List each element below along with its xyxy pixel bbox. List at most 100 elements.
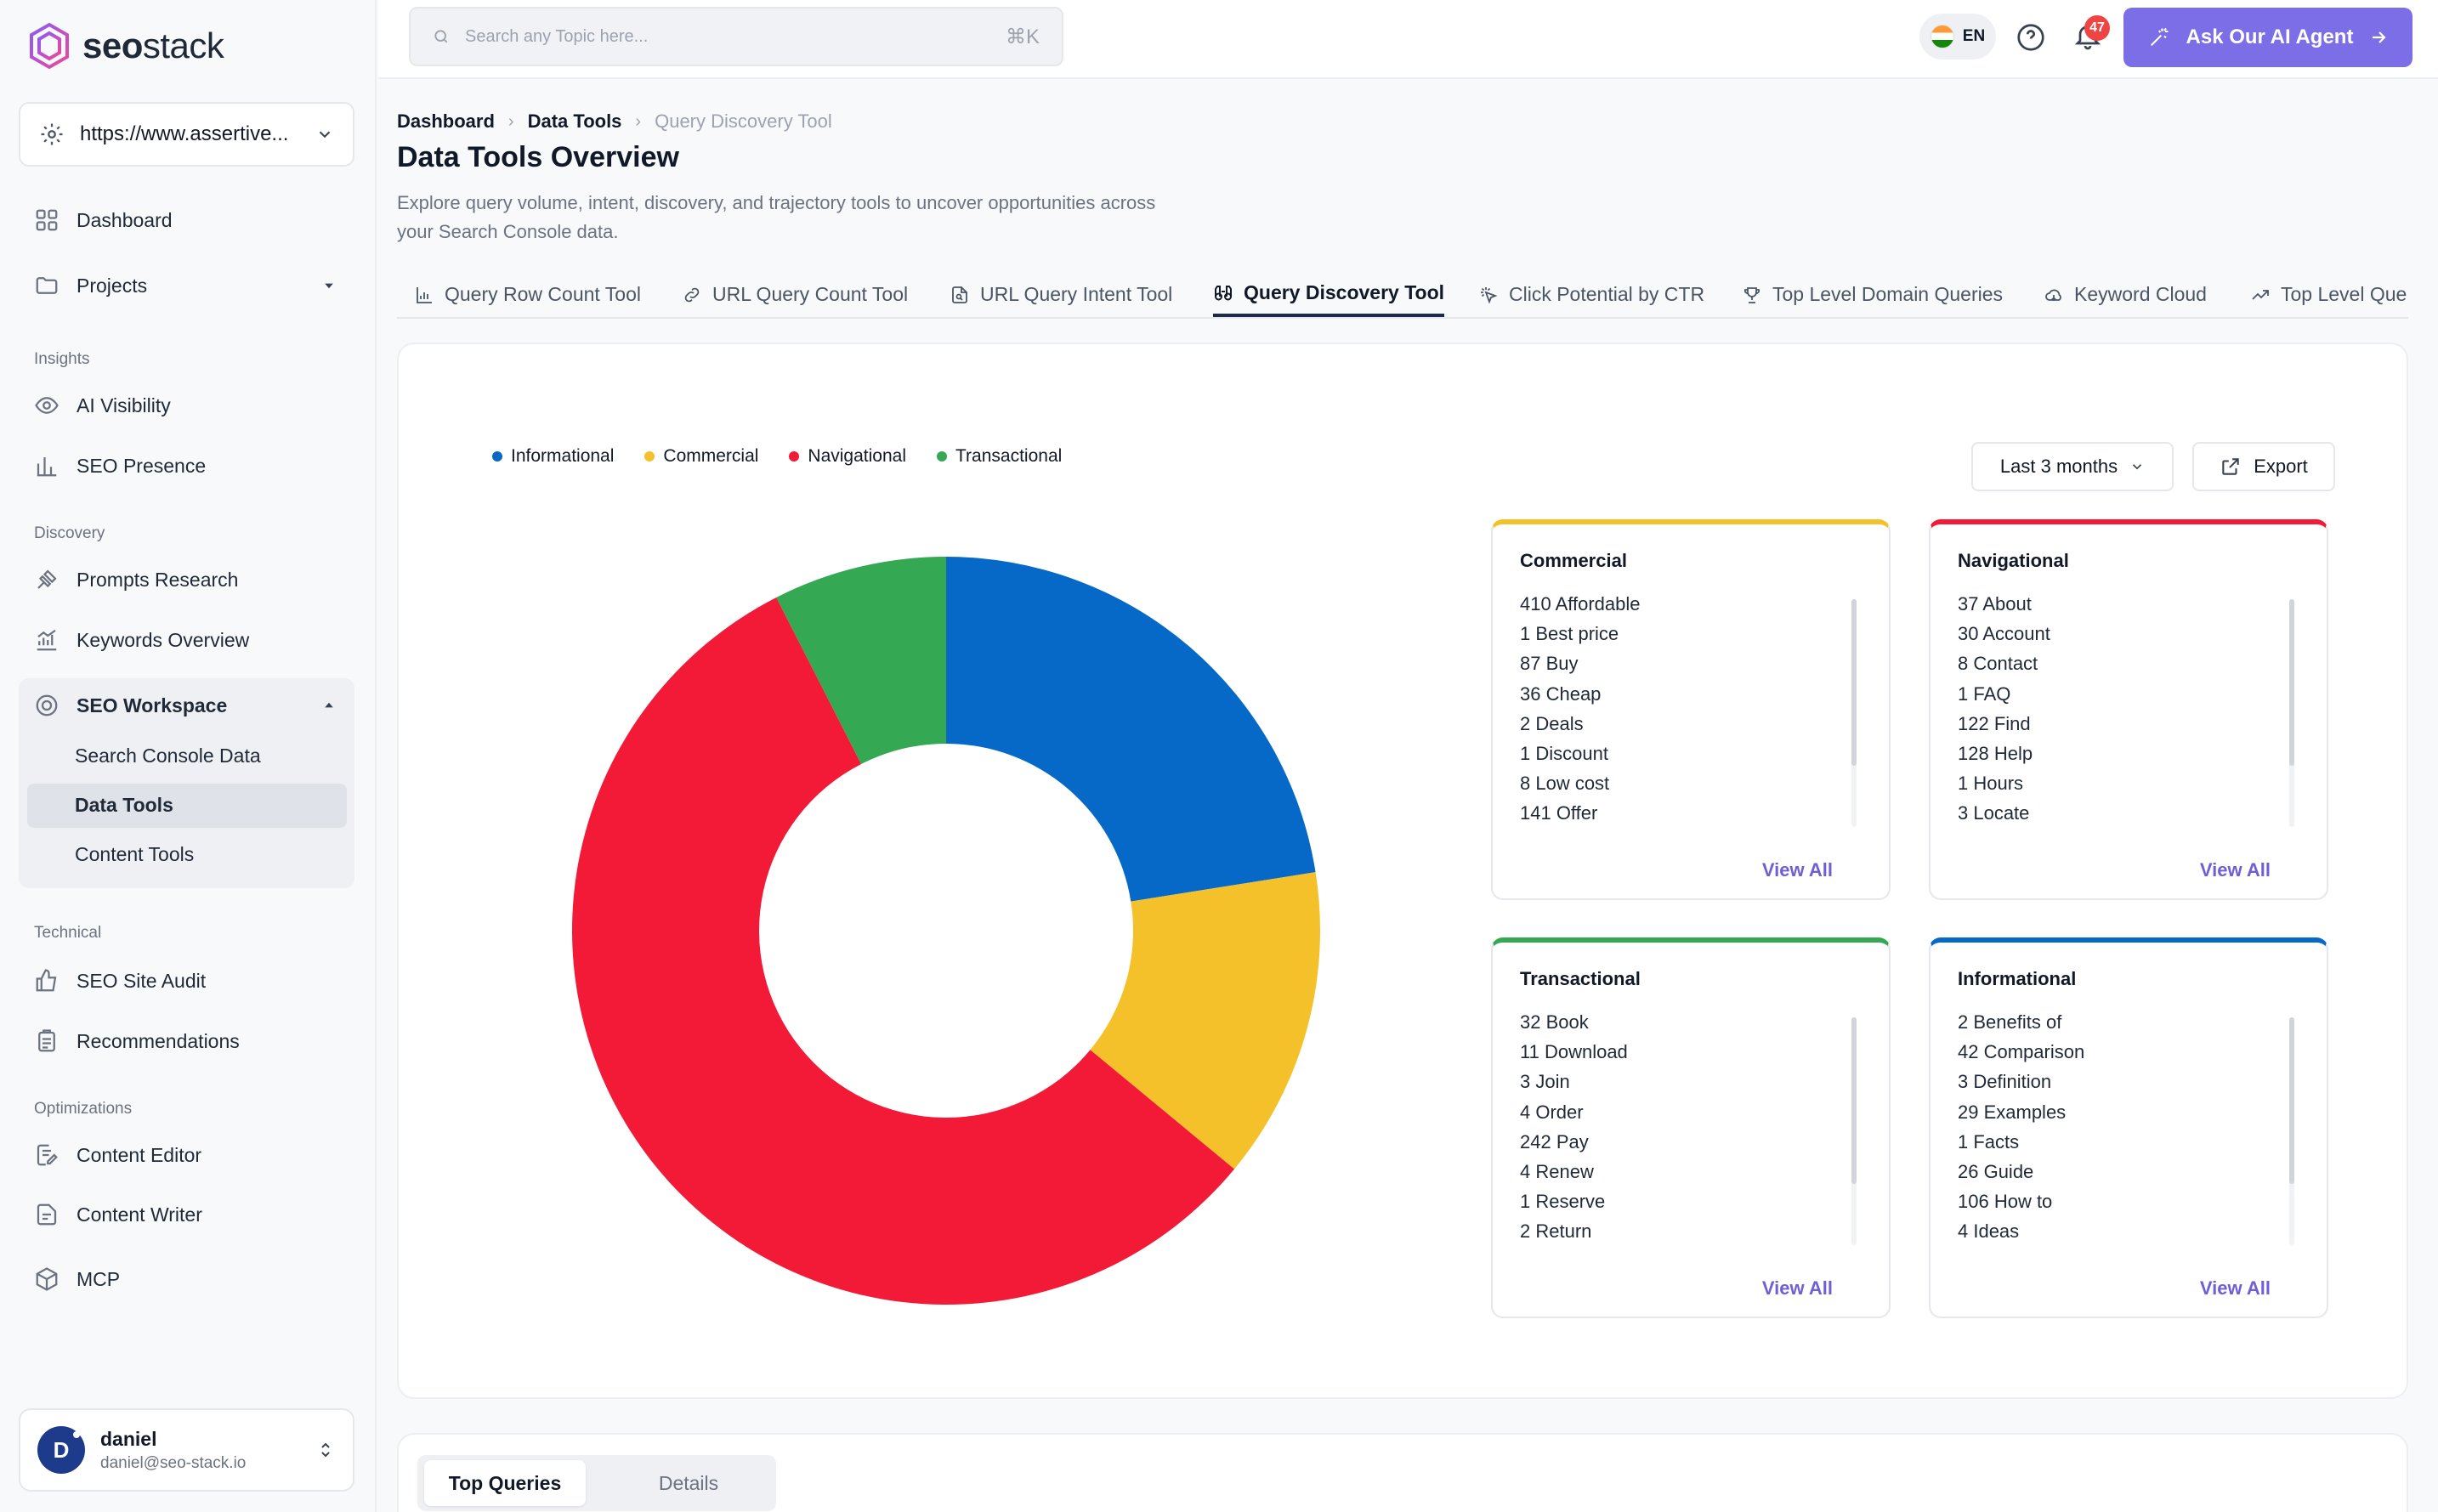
legend-item-informational[interactable]: Informational bbox=[492, 446, 614, 467]
breadcrumb-separator-icon: › bbox=[507, 111, 514, 131]
sidebar-item-seo-presence[interactable]: SEO Presence bbox=[34, 453, 206, 479]
language-selector[interactable]: EN bbox=[1919, 14, 1996, 59]
donut-slice-commercial[interactable] bbox=[1090, 872, 1320, 1169]
sidebar-item-prompts-research[interactable]: Prompts Research bbox=[34, 567, 238, 592]
legend-dot bbox=[492, 451, 502, 462]
scrollbar[interactable] bbox=[2289, 1017, 2294, 1245]
tab-top-level-queries[interactable]: Top Level Que bbox=[2250, 272, 2407, 317]
sidebar-item-label: Prompts Research bbox=[77, 568, 239, 591]
scrollbar[interactable] bbox=[1851, 599, 1857, 827]
sidebar-item-label: Content Editor bbox=[77, 1143, 202, 1166]
sidebar-item-keywords-overview[interactable]: Keywords Overview bbox=[34, 627, 249, 653]
list-item: 2 Subscribe bbox=[1520, 1247, 1843, 1254]
sidebar-item-label: SEO Workspace bbox=[77, 694, 228, 716]
sidebar-item-label: SEO Site Audit bbox=[77, 969, 207, 992]
tab-top-level-domain-queries[interactable]: Top Level Domain Queries bbox=[1742, 272, 2003, 317]
search-shortcut: ⌘K bbox=[1005, 25, 1040, 48]
scrollbar[interactable] bbox=[1851, 1017, 1857, 1245]
scrollbar-thumb[interactable] bbox=[1851, 1017, 1857, 1184]
date-range-label: Last 3 months bbox=[1999, 456, 2118, 477]
sidebar-subitem-search-console-data[interactable]: Search Console Data bbox=[75, 745, 261, 767]
tab-label: Top Level Que bbox=[2281, 283, 2407, 305]
sidebar-subitem-data-tools[interactable]: Data Tools bbox=[75, 794, 173, 816]
chevron-down-icon bbox=[319, 131, 331, 139]
tab-query-discovery[interactable]: Query Discovery Tool bbox=[1213, 272, 1445, 317]
tab-label: Click Potential by CTR bbox=[1509, 283, 1705, 305]
sidebar-item-content-editor[interactable]: Content Editor bbox=[34, 1142, 201, 1168]
sidebar-item-projects[interactable]: Projects bbox=[34, 273, 336, 298]
intent-card-list: 32 Book 11 Download 3 Join 4 Order 242 Pay 4 … bbox=[1520, 1007, 1843, 1254]
user-menu[interactable]: D daniel daniel@seo-stack.io bbox=[19, 1408, 354, 1492]
legend-item-navigational[interactable]: Navigational bbox=[789, 446, 906, 467]
chart-legend: Informational Commercial Navigational Tr… bbox=[492, 446, 1062, 467]
view-all-link[interactable]: View All bbox=[2199, 859, 2271, 881]
sidebar-item-label: SEO Presence bbox=[77, 454, 207, 477]
legend-item-transactional[interactable]: Transactional bbox=[937, 446, 1062, 467]
bar-chart-icon bbox=[37, 457, 57, 477]
scrollbar-thumb[interactable] bbox=[2289, 1017, 2294, 1184]
legend-label: Navigational bbox=[808, 446, 906, 466]
sidebar-item-recommendations[interactable]: Recommendations bbox=[34, 1028, 240, 1054]
tab-url-query-intent[interactable]: URL Query Intent Tool bbox=[950, 272, 1172, 317]
scrollbar[interactable] bbox=[2289, 599, 2294, 827]
view-all-link[interactable]: View All bbox=[2199, 1277, 2271, 1299]
donut-slice-navigational[interactable] bbox=[571, 597, 1235, 1305]
list-item: 32 Book bbox=[1520, 1011, 1589, 1033]
legend-item-commercial[interactable]: Commercial bbox=[644, 446, 758, 467]
logo[interactable]: seostack bbox=[28, 22, 224, 70]
legend-dot bbox=[937, 451, 947, 462]
legend-label: Transactional bbox=[955, 446, 1063, 466]
sidebar-item-content-writer[interactable]: Content Writer bbox=[34, 1202, 202, 1227]
sidebar-item-label: Keywords Overview bbox=[77, 628, 250, 651]
intent-card-navigational: Navigational 37 About 30 Account 8 Contact… bbox=[1929, 519, 2328, 900]
logo-prefix: seo bbox=[82, 25, 143, 65]
view-all-link[interactable]: View All bbox=[1761, 859, 1833, 881]
tab-url-query-count[interactable]: URL Query Count Tool bbox=[682, 272, 908, 317]
sidebar-item-seo-workspace[interactable]: SEO Workspace bbox=[34, 693, 336, 718]
list-item: 29 Examples bbox=[1958, 1101, 2067, 1123]
search-input[interactable]: Search any Topic here... ⌘K bbox=[409, 7, 1063, 66]
sidebar-item-dashboard[interactable]: Dashboard bbox=[34, 207, 173, 233]
list-item: 1 Best price bbox=[1520, 623, 1619, 645]
grid-icon bbox=[36, 209, 58, 231]
intent-card-list: 37 About 30 Account 8 Contact 1 FAQ 122 Find… bbox=[1958, 589, 2281, 835]
scrollbar-thumb[interactable] bbox=[2289, 599, 2294, 766]
list-item: 8 Contact bbox=[1958, 653, 2038, 675]
list-item: 106 How to bbox=[1958, 1191, 2053, 1213]
tab-details[interactable]: Details bbox=[658, 1471, 719, 1494]
sidebar-item-label: Content Writer bbox=[77, 1203, 202, 1226]
breadcrumb-data-tools[interactable]: Data Tools bbox=[527, 110, 622, 132]
list-item: 30 Account bbox=[1958, 623, 2050, 645]
help-icon[interactable] bbox=[2016, 22, 2046, 53]
donut-slice-transactional[interactable] bbox=[776, 557, 946, 764]
ask-ai-agent-button[interactable]: Ask Our AI Agent bbox=[2123, 8, 2412, 67]
tab-top-queries[interactable]: Top Queries bbox=[424, 1460, 586, 1506]
sidebar-item-mcp[interactable]: MCP bbox=[34, 1266, 120, 1292]
tab-label: Query Discovery Tool bbox=[1244, 281, 1445, 303]
chevron-down-icon bbox=[2133, 464, 2142, 470]
sidebar-item-ai-visibility[interactable]: AI Visibility bbox=[34, 393, 171, 418]
tab-query-row-count[interactable]: Query Row Count Tool bbox=[414, 272, 641, 317]
sidebar-item-seo-site-audit[interactable]: SEO Site Audit bbox=[34, 968, 206, 994]
breadcrumb-dashboard[interactable]: Dashboard bbox=[397, 110, 495, 132]
list-item: 3 Locate bbox=[1958, 802, 2030, 824]
scrollbar-thumb[interactable] bbox=[1851, 599, 1857, 766]
sidebar-item-label: Projects bbox=[77, 274, 148, 297]
list-item: 2 Benefits of bbox=[1958, 1011, 2062, 1033]
site-selector[interactable]: https://www.assertive... bbox=[19, 102, 354, 167]
donut-slice-informational[interactable] bbox=[946, 557, 1316, 902]
tab-keyword-cloud[interactable]: Keyword Cloud bbox=[2044, 272, 2207, 317]
binoculars-icon bbox=[1215, 285, 1232, 300]
date-range-select[interactable]: Last 3 months bbox=[1971, 442, 2174, 491]
export-button[interactable]: Export bbox=[2192, 442, 2335, 491]
site-url: https://www.assertive... bbox=[80, 122, 289, 145]
document-edit-icon bbox=[37, 1144, 58, 1166]
legend-label: Informational bbox=[511, 446, 615, 466]
user-email: daniel@seo-stack.io bbox=[100, 1453, 247, 1472]
list-item: 36 Cheap bbox=[1520, 682, 1602, 705]
folder-icon bbox=[36, 277, 58, 294]
view-all-link[interactable]: View All bbox=[1761, 1277, 1833, 1299]
query-discovery-card: Informational Commercial Navigational Tr… bbox=[397, 343, 2408, 1399]
sidebar-subitem-content-tools[interactable]: Content Tools bbox=[75, 843, 195, 865]
tab-click-potential[interactable]: Click Potential by CTR bbox=[1478, 272, 1704, 317]
